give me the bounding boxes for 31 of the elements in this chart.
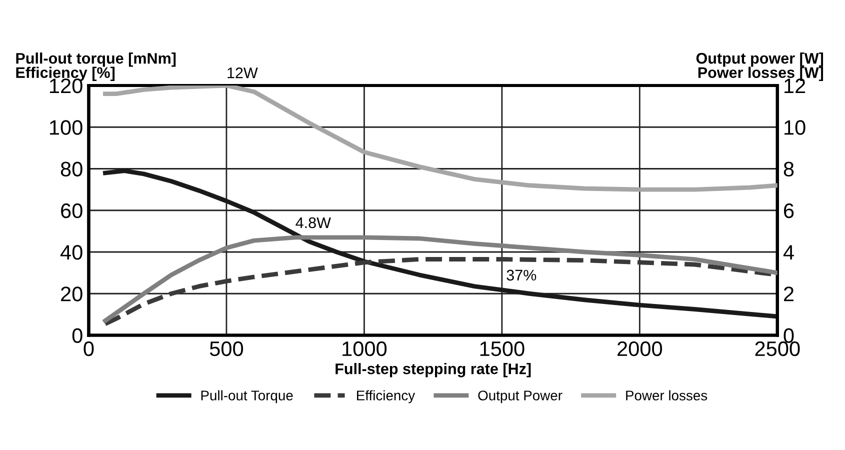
annotation: 12W — [228, 67, 258, 78]
x-tick-label: 2000 — [618, 341, 662, 356]
annotation: 37% — [506, 270, 536, 281]
y-tick-label: 100 — [50, 120, 82, 135]
y2-tick-label: 4 — [783, 245, 794, 260]
y-tick-label: 120 — [50, 78, 82, 94]
x-tick-label: 500 — [210, 341, 244, 356]
x-axis-title: Full-step stepping rate [Hz] — [336, 363, 531, 378]
line-series — [103, 235, 778, 323]
y-tick-label: 60 — [61, 203, 82, 218]
y2-tick-label: 8 — [784, 162, 794, 177]
y2-tick-label: 10 — [784, 120, 806, 135]
x-tick-label: 1000 — [342, 341, 387, 356]
annotation: 4.8W — [296, 217, 331, 228]
y2-tick-label: 12 — [784, 78, 806, 94]
y2-tick-label: 2 — [784, 286, 794, 302]
legend-label: Power losses — [626, 390, 708, 400]
y2-tick-label: 6 — [784, 203, 794, 218]
y-tick-label: 40 — [60, 245, 82, 260]
legend-label: Pull-out Torque — [201, 390, 293, 404]
y-tick-label: 0 — [72, 328, 82, 344]
y-axis-title: Pull-out torque [mNm] Efficiency [%] — [16, 52, 176, 81]
y2-tick-label: 0 — [784, 328, 794, 344]
legend-label: Output Power — [478, 390, 562, 404]
x-tick-label: 1500 — [480, 341, 524, 356]
x-tick-label: 2500 — [755, 341, 800, 356]
line-series — [103, 86, 778, 192]
y-tick-label: 80 — [60, 162, 82, 177]
y-tick-label: 20 — [61, 286, 82, 302]
legend-label: Efficiency — [357, 390, 416, 404]
x-tick-label: 0 — [84, 341, 94, 356]
